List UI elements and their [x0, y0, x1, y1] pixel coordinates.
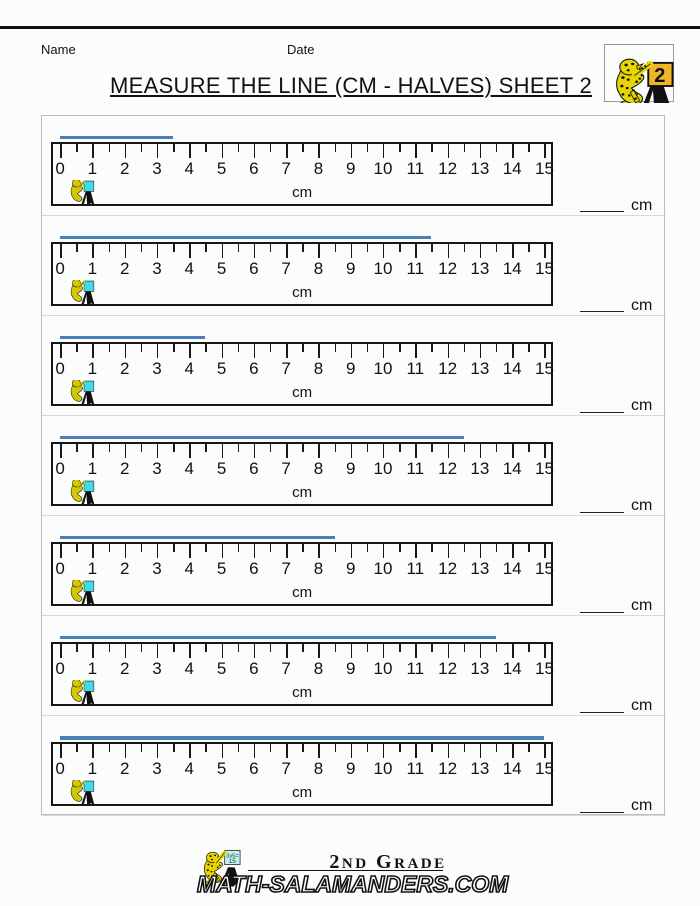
svg-text:15: 15 — [229, 858, 236, 865]
